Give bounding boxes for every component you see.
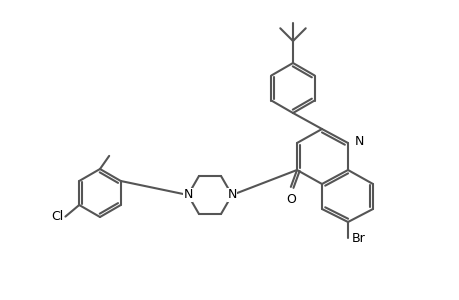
Text: N: N <box>183 188 192 202</box>
Text: N: N <box>227 188 236 202</box>
Text: Cl: Cl <box>51 210 63 223</box>
Text: O: O <box>285 193 295 206</box>
Text: Br: Br <box>351 232 365 244</box>
Text: N: N <box>354 134 364 148</box>
